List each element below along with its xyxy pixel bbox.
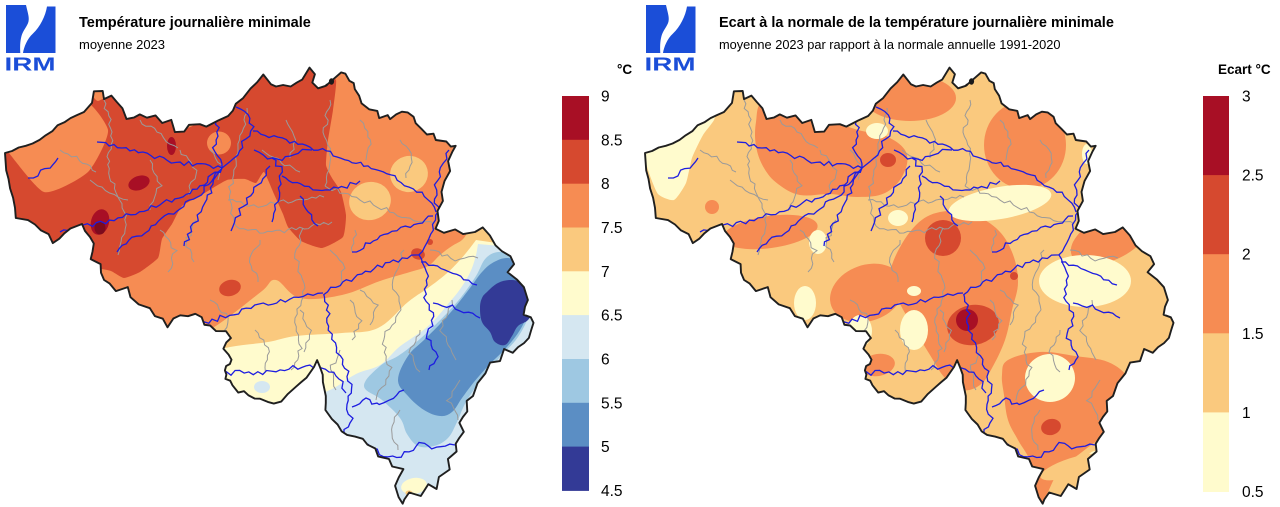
svg-text:1.5: 1.5 (1242, 326, 1264, 343)
svg-text:7: 7 (601, 264, 610, 281)
svg-text:IRM: IRM (646, 55, 696, 72)
svg-text:°C: °C (617, 62, 632, 77)
svg-text:3: 3 (1242, 89, 1251, 106)
svg-text:4.5: 4.5 (601, 483, 623, 500)
svg-text:5.5: 5.5 (601, 395, 623, 412)
svg-text:0.5: 0.5 (1242, 484, 1264, 501)
svg-text:2: 2 (1242, 247, 1251, 264)
svg-text:9: 9 (601, 89, 610, 106)
svg-text:6: 6 (601, 352, 610, 369)
svg-text:6.5: 6.5 (601, 308, 623, 325)
svg-text:5: 5 (601, 439, 610, 456)
svg-text:8.5: 8.5 (601, 132, 623, 149)
svg-text:8: 8 (601, 176, 610, 193)
svg-text:IRM: IRM (6, 55, 56, 72)
svg-text:2.5: 2.5 (1242, 168, 1264, 185)
svg-text:7.5: 7.5 (601, 220, 623, 237)
svg-text:Ecart °C: Ecart °C (1218, 62, 1271, 77)
svg-text:1: 1 (1242, 405, 1251, 422)
